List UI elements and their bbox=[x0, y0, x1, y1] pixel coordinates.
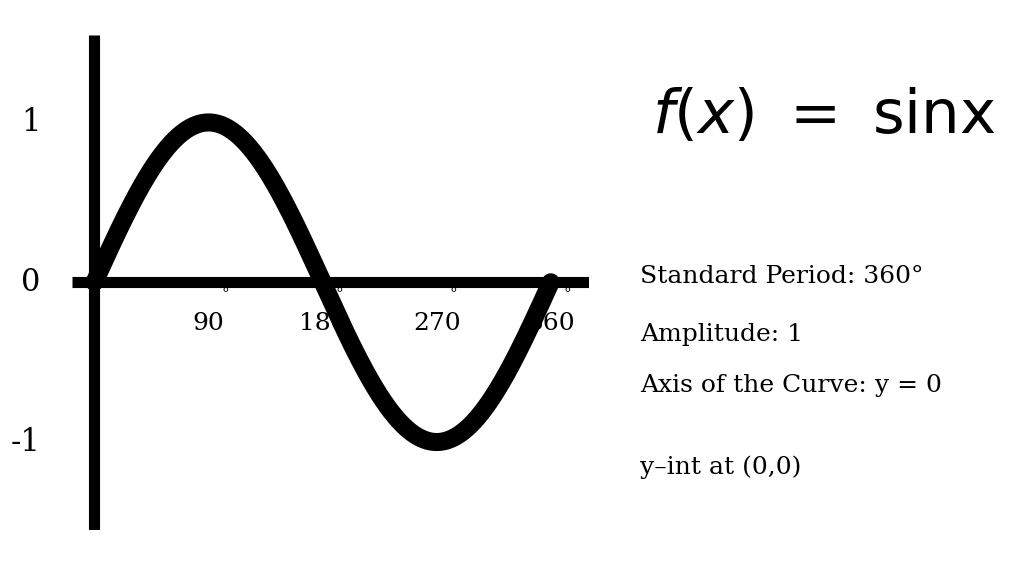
Text: Amplitude: 1: Amplitude: 1 bbox=[640, 323, 803, 346]
Text: °: ° bbox=[450, 287, 458, 301]
Text: 360: 360 bbox=[527, 312, 574, 335]
Text: °: ° bbox=[336, 287, 343, 301]
Text: °: ° bbox=[563, 287, 571, 301]
Text: $f(x)\ =\ \mathrm{sinx}$: $f(x)\ =\ \mathrm{sinx}$ bbox=[652, 86, 995, 146]
Text: -1: -1 bbox=[11, 427, 41, 457]
Text: 270: 270 bbox=[413, 312, 461, 335]
Text: y–int at (0,0): y–int at (0,0) bbox=[640, 455, 801, 479]
Text: Standard Period: 360°: Standard Period: 360° bbox=[640, 265, 924, 288]
Text: °: ° bbox=[221, 287, 229, 301]
Text: 1: 1 bbox=[22, 107, 41, 138]
Text: Axis of the Curve: y = 0: Axis of the Curve: y = 0 bbox=[640, 374, 942, 397]
Text: 0: 0 bbox=[22, 267, 41, 298]
Text: 90: 90 bbox=[193, 312, 224, 335]
Text: 180: 180 bbox=[299, 312, 346, 335]
